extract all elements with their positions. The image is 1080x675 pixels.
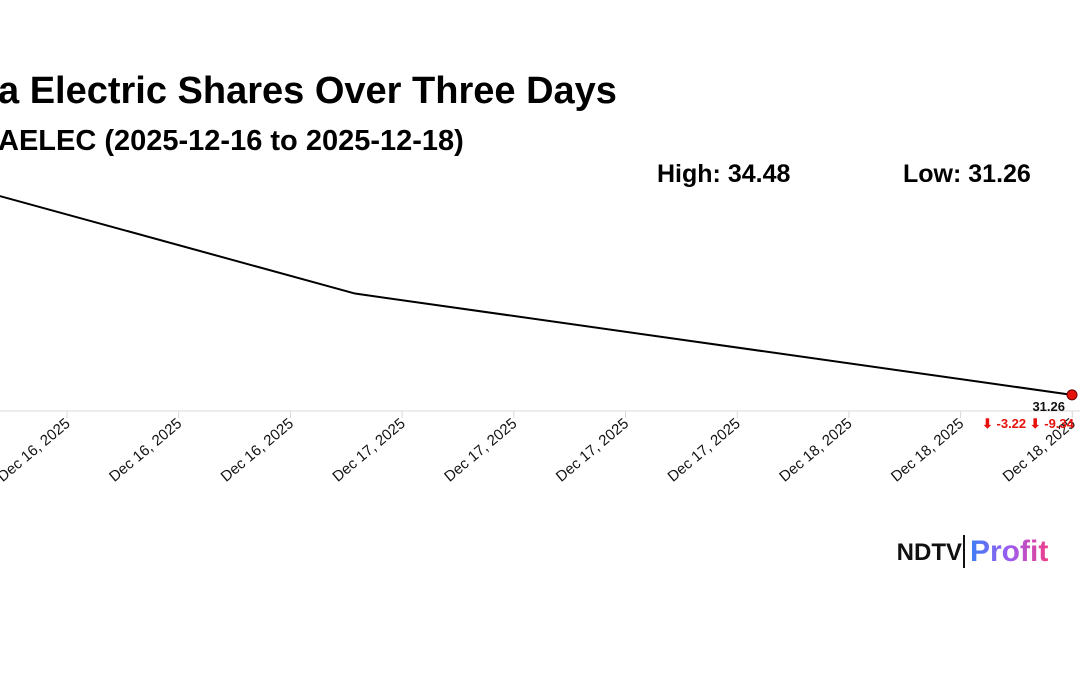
x-tick-label: Dec 16, 2025 [218, 415, 297, 485]
x-tick-label: Dec 17, 2025 [553, 415, 632, 485]
x-tick-label: Dec 18, 2025 [776, 415, 855, 485]
x-tick-label: Dec 17, 2025 [664, 415, 743, 485]
chart-title: a Electric Shares Over Three Days [0, 70, 617, 112]
x-tick-label: Dec 17, 2025 [329, 415, 408, 485]
x-tick-label: Dec 16, 2025 [106, 415, 185, 485]
chart-subtitle: AELEC (2025-12-16 to 2025-12-18) [0, 125, 464, 157]
price-line [0, 195, 1073, 396]
x-tick-label: Dec 17, 2025 [441, 415, 520, 485]
logo-ndtv: NDTV [897, 539, 962, 566]
logo-profit: Profit [970, 535, 1048, 568]
value-label: 31.26 [1032, 399, 1065, 414]
low-label: Low: 31.26 [903, 160, 1031, 188]
end-marker [1066, 389, 1078, 401]
x-tick-label: Dec 18, 2025 [888, 415, 967, 485]
high-label: High: 34.48 [657, 160, 790, 188]
change-label: ⬇ -3.22 ⬇ -9.34 [982, 416, 1075, 431]
x-tick-label: Dec 16, 2025 [0, 415, 74, 485]
